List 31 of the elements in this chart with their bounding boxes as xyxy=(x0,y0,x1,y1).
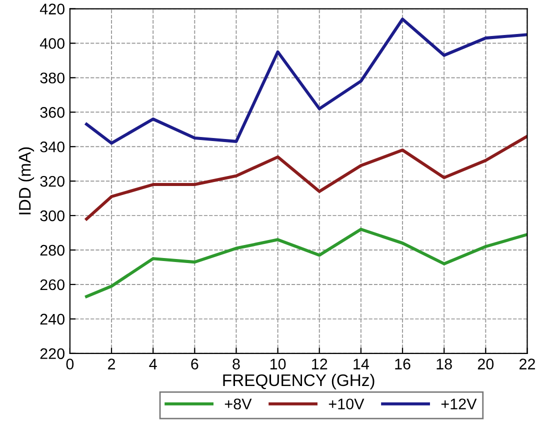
legend-label: +12V xyxy=(441,398,477,410)
x-tick-label: 10 xyxy=(270,358,286,370)
x-tick-label: 18 xyxy=(436,358,452,370)
y-tick-label: 300 xyxy=(40,210,64,222)
y-tick-label: 400 xyxy=(40,38,64,49)
y-tick-label: 280 xyxy=(40,244,64,256)
x-tick-label: 14 xyxy=(354,358,369,370)
x-tick-label: 20 xyxy=(478,358,494,370)
x-tick-label: 8 xyxy=(232,358,240,370)
y-tick-label: 380 xyxy=(40,72,64,84)
y-tick-label: 260 xyxy=(40,279,64,290)
x-tick-label: 6 xyxy=(191,358,198,370)
line-series xyxy=(85,134,528,221)
x-tick-label: 16 xyxy=(395,358,410,370)
x-tick-label: 12 xyxy=(312,358,328,370)
y-tick-label: 360 xyxy=(40,107,64,118)
line-series xyxy=(85,228,528,298)
x-axis-title: FREQUENCY (GHz) xyxy=(223,374,374,390)
y-tick-label: 340 xyxy=(40,141,64,152)
y-tick-label: 420 xyxy=(40,4,64,14)
x-tick-label: 2 xyxy=(108,358,115,370)
legend-label: +8V xyxy=(224,398,252,410)
line-series xyxy=(85,18,528,145)
legend-label: +10V xyxy=(328,398,364,410)
y-tick-label: 220 xyxy=(40,348,64,360)
x-tick-label: 22 xyxy=(520,358,535,370)
x-tick-label: 0 xyxy=(66,358,74,370)
y-axis-title: IDD (mA) xyxy=(18,147,34,214)
y-tick-label: 320 xyxy=(40,176,64,187)
x-tick-label: 4 xyxy=(149,358,157,370)
y-tick-label: 240 xyxy=(40,314,64,325)
